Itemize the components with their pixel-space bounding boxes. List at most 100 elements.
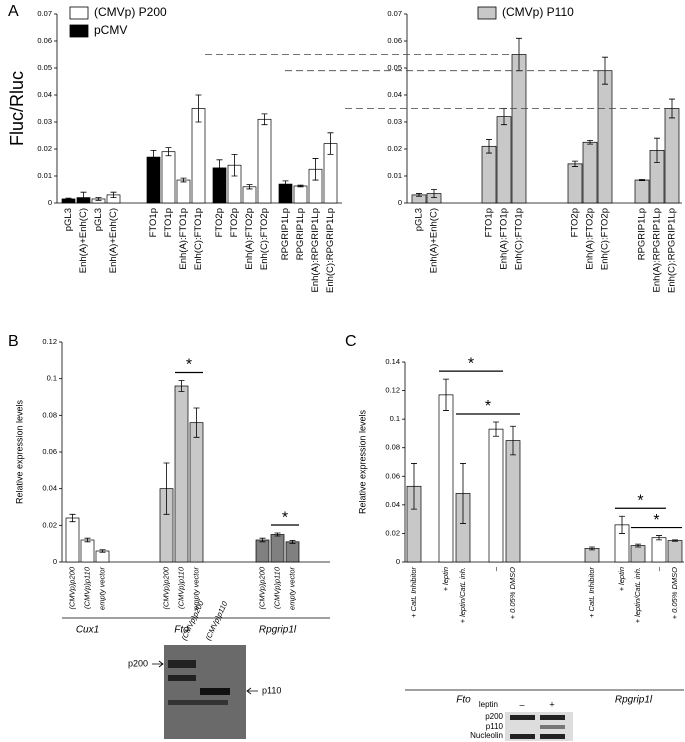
error-bar: [193, 407, 200, 438]
legend-swatch: [69, 24, 89, 38]
y-tick-label: 0.01: [37, 171, 52, 180]
bar: [191, 108, 206, 204]
bar: [488, 428, 504, 563]
bar: [582, 141, 598, 204]
significance-star: *: [282, 509, 288, 526]
significance-star: *: [653, 512, 659, 529]
error-bar: [195, 94, 202, 123]
bar: [505, 440, 521, 563]
panel-label: C: [345, 333, 357, 350]
y-tick-label: 0.03: [37, 117, 52, 126]
error-bar: [110, 191, 117, 198]
band-label: p110: [486, 722, 504, 731]
error-bar: [327, 132, 334, 155]
x-tick-label: (CMVp)p110: [176, 566, 185, 609]
error-bar: [178, 380, 185, 392]
bar: [80, 539, 95, 563]
y-tick-label: 0: [48, 198, 52, 207]
x-tick-label: + 0.05% DMSO: [508, 567, 517, 619]
x-tick-label: FTO2p: [570, 208, 581, 237]
x-tick-label: Enh(A):FTO1p: [178, 208, 189, 270]
y-tick-label: 0.06: [387, 36, 402, 45]
y-tick-label: 0.04: [37, 90, 52, 99]
band-label: p200: [128, 658, 148, 668]
y-tick-label: 0.03: [387, 117, 402, 126]
error-bar: [411, 463, 417, 510]
y-tick-label: 0.05: [387, 63, 402, 72]
band: [510, 715, 535, 720]
y-axis-label: Relative expression levels: [357, 409, 367, 514]
error-bar: [572, 160, 578, 167]
bar: [176, 179, 191, 204]
band: [168, 660, 196, 668]
x-tick-label: (CMVp)p110: [272, 566, 281, 609]
x-tick-label: Enh(A)+Enh(C): [78, 208, 89, 273]
y-tick-label: 0.1: [47, 374, 57, 383]
panel-label: A: [8, 3, 19, 20]
legend-swatch: [477, 6, 497, 20]
x-tick-label: –: [491, 566, 500, 572]
significance-star: *: [468, 355, 474, 372]
y-tick-label: 0.08: [42, 410, 57, 419]
error-bar: [246, 184, 253, 190]
y-axis-label: Fluc/Rluc: [7, 71, 27, 146]
y-tick-label: 0.02: [37, 144, 52, 153]
bar: [584, 548, 600, 563]
x-tick-label: (CMVp)p110: [82, 566, 91, 609]
error-bar: [654, 137, 660, 163]
band: [200, 688, 230, 695]
error-bar: [510, 425, 516, 456]
error-bar: [80, 191, 87, 204]
error-bar: [69, 513, 76, 523]
y-tick-label: 0.06: [37, 36, 52, 45]
lane-label: –: [519, 699, 524, 709]
bar: [174, 385, 189, 563]
bar: [496, 116, 512, 204]
error-bar: [261, 113, 268, 126]
x-tick-label: RPGRIP1Lp: [637, 208, 648, 260]
x-tick-label: empty vector: [97, 567, 106, 610]
x-tick-label: Enh(C):FTO2p: [600, 208, 611, 270]
bar: [257, 118, 272, 204]
bar: [161, 151, 176, 204]
x-tick-label: FTO2p: [214, 208, 225, 237]
bar: [597, 70, 613, 204]
bar: [189, 422, 204, 563]
x-tick-label: Enh(A):FTO1p: [499, 208, 510, 270]
bar: [651, 537, 667, 563]
error-bar: [289, 539, 296, 544]
x-tick-label: + CatL Inhibitor: [587, 566, 596, 617]
group-label: Cux1: [76, 625, 99, 636]
band-label: p200: [485, 712, 503, 721]
x-tick-label: –: [654, 566, 663, 572]
x-tick-label: Enh(A):RPGRIP1Lp: [310, 208, 321, 292]
error-bar: [493, 421, 499, 437]
x-tick-label: + CatL Inhibitor: [409, 566, 418, 617]
bar: [667, 540, 683, 563]
error-bar: [84, 537, 91, 543]
y-tick-label: 0.06: [385, 471, 400, 480]
y-tick-label: 0.02: [387, 144, 402, 153]
significance-star: *: [485, 398, 491, 415]
y-tick-label: 0.06: [42, 447, 57, 456]
x-tick-label: pGL3: [414, 208, 425, 231]
error-bar: [431, 189, 437, 198]
y-tick-label: 0: [53, 557, 57, 566]
error-bar: [99, 549, 106, 553]
bar: [255, 539, 270, 563]
y-tick-label: 0.01: [387, 171, 402, 180]
y-tick-label: 0.14: [385, 357, 400, 366]
error-bar: [274, 532, 281, 537]
x-tick-label: + leptin/CatL inh.: [458, 567, 467, 623]
x-tick-label: Enh(C):FTO1p: [193, 208, 204, 270]
bar: [285, 541, 300, 563]
error-bar: [589, 546, 595, 551]
error-bar: [95, 197, 102, 201]
bar: [270, 534, 285, 563]
error-bar: [656, 535, 662, 541]
bar: [438, 394, 454, 563]
legend-swatch: [69, 6, 89, 20]
x-tick-label: + leptin/CatL inh.: [633, 567, 642, 623]
arrow: [152, 660, 164, 668]
